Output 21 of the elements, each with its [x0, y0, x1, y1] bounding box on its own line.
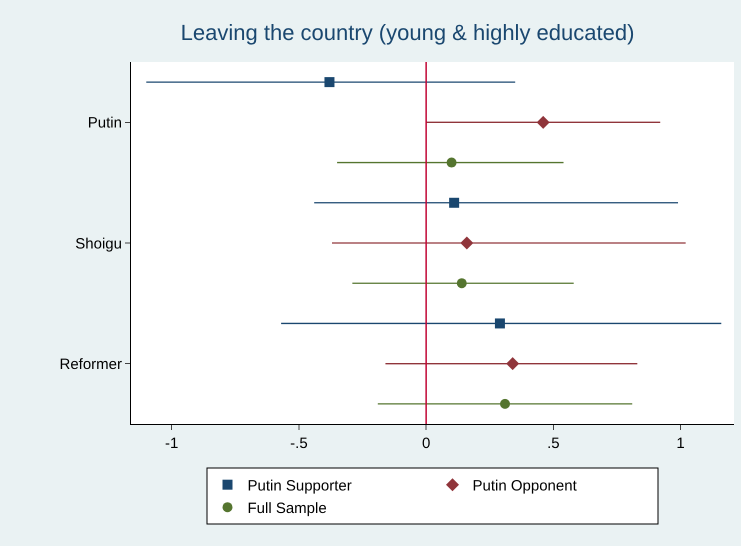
legend-label: Putin Opponent [472, 478, 578, 495]
legend-label: Putin Supporter [248, 478, 352, 495]
x-tick-label: 1 [676, 435, 685, 452]
x-tick-label: -1 [165, 435, 178, 452]
point [456, 278, 467, 288]
point [500, 398, 510, 409]
point [494, 318, 505, 328]
chart-title: Leaving the country (young & highly educated) [180, 20, 634, 45]
y-tick-label: Reformer [59, 356, 122, 373]
point [449, 198, 460, 208]
point [460, 236, 474, 250]
y-tick-label: Putin [88, 114, 122, 132]
y-tick-label: Shoigu [75, 235, 122, 252]
point [536, 116, 550, 129]
point [324, 77, 334, 88]
x-tick-label: -.5 [290, 435, 308, 452]
point [446, 158, 457, 168]
legend-label: Full Sample [248, 500, 327, 518]
x-tick-label: 0 [422, 435, 430, 452]
x-tick-label: .5 [547, 435, 560, 452]
point [506, 357, 520, 370]
